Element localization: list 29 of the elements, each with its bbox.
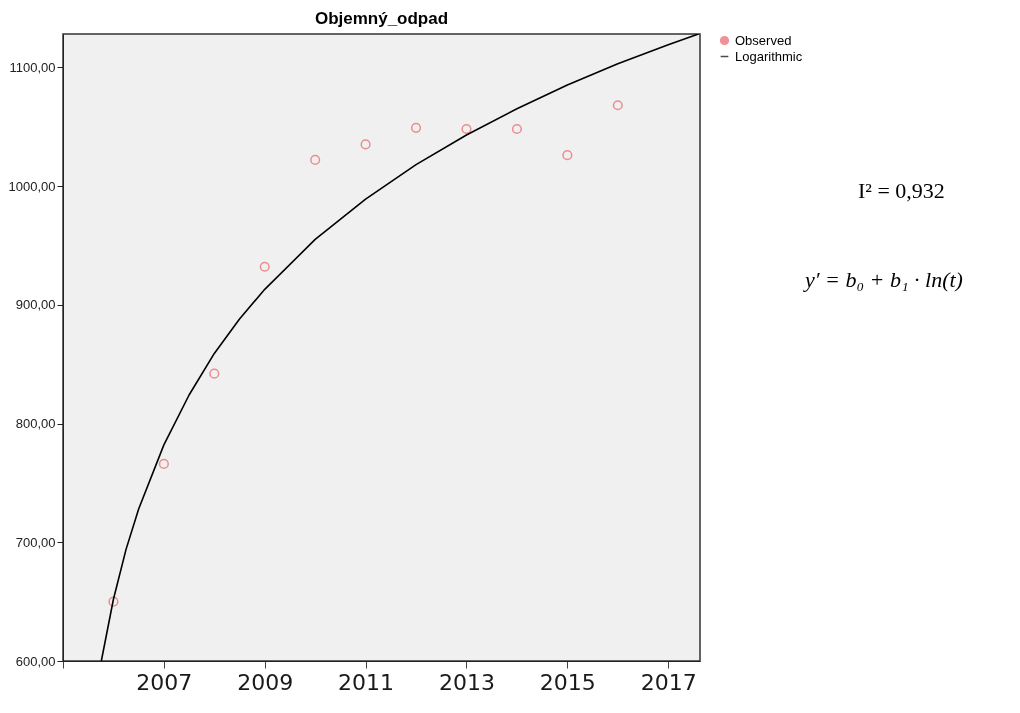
- chart-title: Objemný_odpad: [314, 9, 449, 28]
- point: [562, 150, 573, 161]
- x-tick-label: 2013: [438, 669, 495, 695]
- point: [108, 596, 119, 607]
- y-tick-label: 1000,00: [8, 178, 56, 194]
- point: [461, 123, 472, 135]
- point: [209, 368, 220, 379]
- y-tick-label: 1100,00: [9, 59, 56, 75]
- point: [259, 261, 270, 272]
- x-tick-label: 2015: [539, 669, 596, 695]
- legend-label: Logarithmic: [735, 48, 803, 64]
- y-tick-label: 900,00: [15, 297, 56, 313]
- line-series: [100, 34, 700, 661]
- point: [410, 122, 422, 133]
- text: y′ = b₀ + b₁ · ln(t): [805, 267, 963, 293]
- x-tick-label: 2011: [338, 669, 395, 695]
- point: [158, 458, 169, 469]
- y-tick-label: 700,00: [15, 534, 56, 550]
- x-tick-label: 2017: [640, 669, 697, 695]
- y-tick-label: 600,00: [15, 653, 56, 669]
- y-tick-label: 800,00: [15, 416, 56, 431]
- text: I² = 0,932: [858, 178, 945, 204]
- point: [360, 139, 371, 150]
- point: [612, 100, 623, 111]
- x-tick-label: 2009: [237, 669, 294, 695]
- x-tick-label: 2007: [136, 669, 193, 695]
- point: [310, 154, 321, 165]
- legend-label: Observed: [735, 32, 792, 48]
- point: [511, 123, 522, 135]
